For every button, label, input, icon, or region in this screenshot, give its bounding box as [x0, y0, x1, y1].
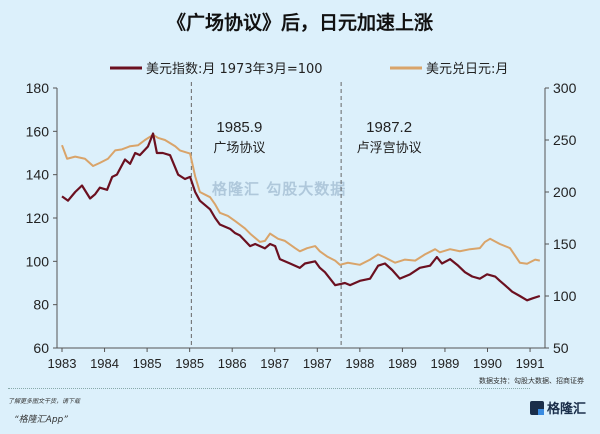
x-tick-label: 1987 [260, 356, 289, 371]
chart-title: 《广场协议》后，日元加速上涨 [166, 12, 433, 34]
x-tick-label: 1987 [303, 356, 332, 371]
y-right-tick-label: 50 [553, 340, 569, 356]
x-tick-label: 1985 [175, 356, 204, 371]
y-right-tick-label: 300 [553, 80, 577, 96]
y-left-tick-label: 100 [26, 253, 50, 269]
logo-text: 格隆汇 [546, 402, 586, 417]
event-date: 1985.9 [216, 119, 262, 136]
footer-text: 了解更多图文干货，请下载 [8, 398, 81, 405]
y-right-tick-label: 150 [553, 236, 577, 252]
x-tick-label: 1990 [473, 356, 502, 371]
x-tick-label: 1985 [133, 356, 162, 371]
y-left-tick-label: 140 [26, 167, 50, 183]
x-tick-label: 1983 [48, 356, 77, 371]
x-tick-label: 1988 [345, 356, 374, 371]
event-label: 广场协议 [213, 141, 265, 156]
x-tick-label: 1989 [388, 356, 417, 371]
series-line-right [61, 133, 541, 266]
event-label: 卢浮宫协议 [357, 140, 422, 156]
brand-logo: 格隆汇 [529, 398, 586, 417]
y-right-tick-label: 250 [553, 132, 577, 148]
x-tick-label: 1986 [218, 356, 247, 371]
x-tick-label: 1984 [90, 356, 119, 371]
x-tick-label: 1989 [430, 356, 459, 371]
y-left-tick-label: 160 [26, 123, 50, 139]
watermark: 格隆汇 勾股大数据 [212, 180, 347, 198]
y-left-tick-label: 120 [26, 210, 50, 226]
footer-app: “格隆汇App” [14, 415, 68, 425]
event-date: 1987.2 [366, 119, 412, 136]
y-left-tick-label: 80 [33, 297, 49, 313]
legend-label: 美元兑日元:月 [426, 62, 508, 77]
y-left-tick-label: 60 [33, 340, 49, 356]
legend-label: 美元指数:月 1973年3月=100 [146, 62, 323, 77]
y-right-tick-label: 100 [553, 288, 577, 304]
x-tick-label: 1991 [516, 356, 545, 371]
series-line-left [61, 132, 541, 302]
chart-svg: 60 80 100 120 140 160 180 50 100 150 200 250 300 1983… [26, 62, 577, 371]
logo-icon [529, 400, 544, 415]
y-left-tick-label: 180 [26, 80, 50, 96]
divider [8, 388, 530, 389]
source-note: 数据支持：勾股大数据、招商证券 [479, 377, 584, 385]
y-right-tick-label: 200 [553, 184, 577, 200]
